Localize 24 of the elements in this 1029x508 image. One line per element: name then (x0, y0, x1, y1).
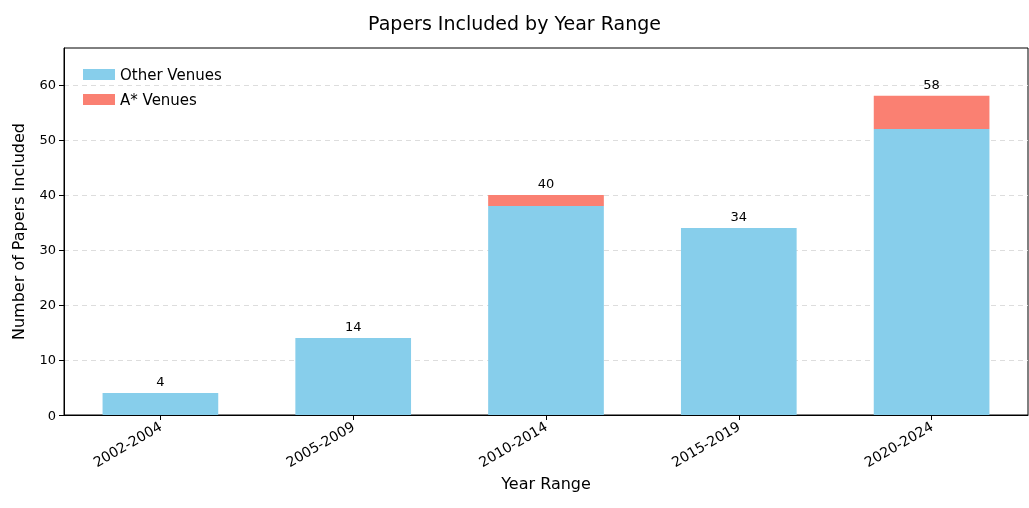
bar (488, 205, 604, 415)
total-label: 40 (537, 175, 555, 191)
total-label: 34 (730, 208, 748, 224)
bar (102, 392, 219, 415)
bar (680, 227, 797, 415)
bar (295, 337, 412, 415)
x-axis-title: Year Range (500, 474, 591, 494)
y-tick-label: 10 (39, 352, 56, 368)
total-label: 58 (923, 76, 940, 92)
total-label: 4 (156, 373, 165, 389)
total-label: 14 (344, 318, 362, 334)
y-tick-label: 50 (39, 132, 56, 148)
legend-label: A* Venues (120, 90, 198, 109)
legend-label: Other Venues (120, 65, 222, 84)
y-tick-label: 20 (39, 297, 56, 313)
bar (488, 194, 604, 206)
y-tick-label: 30 (39, 242, 56, 258)
bar (873, 95, 990, 129)
bar (873, 128, 990, 415)
chart-title: Papers Included by Year Range (368, 11, 661, 34)
y-tick-label: 60 (39, 77, 56, 93)
y-axis-title: Number of Papers Included (8, 123, 28, 340)
y-tick-label: 40 (39, 187, 56, 203)
y-tick-label: 0 (47, 407, 56, 423)
